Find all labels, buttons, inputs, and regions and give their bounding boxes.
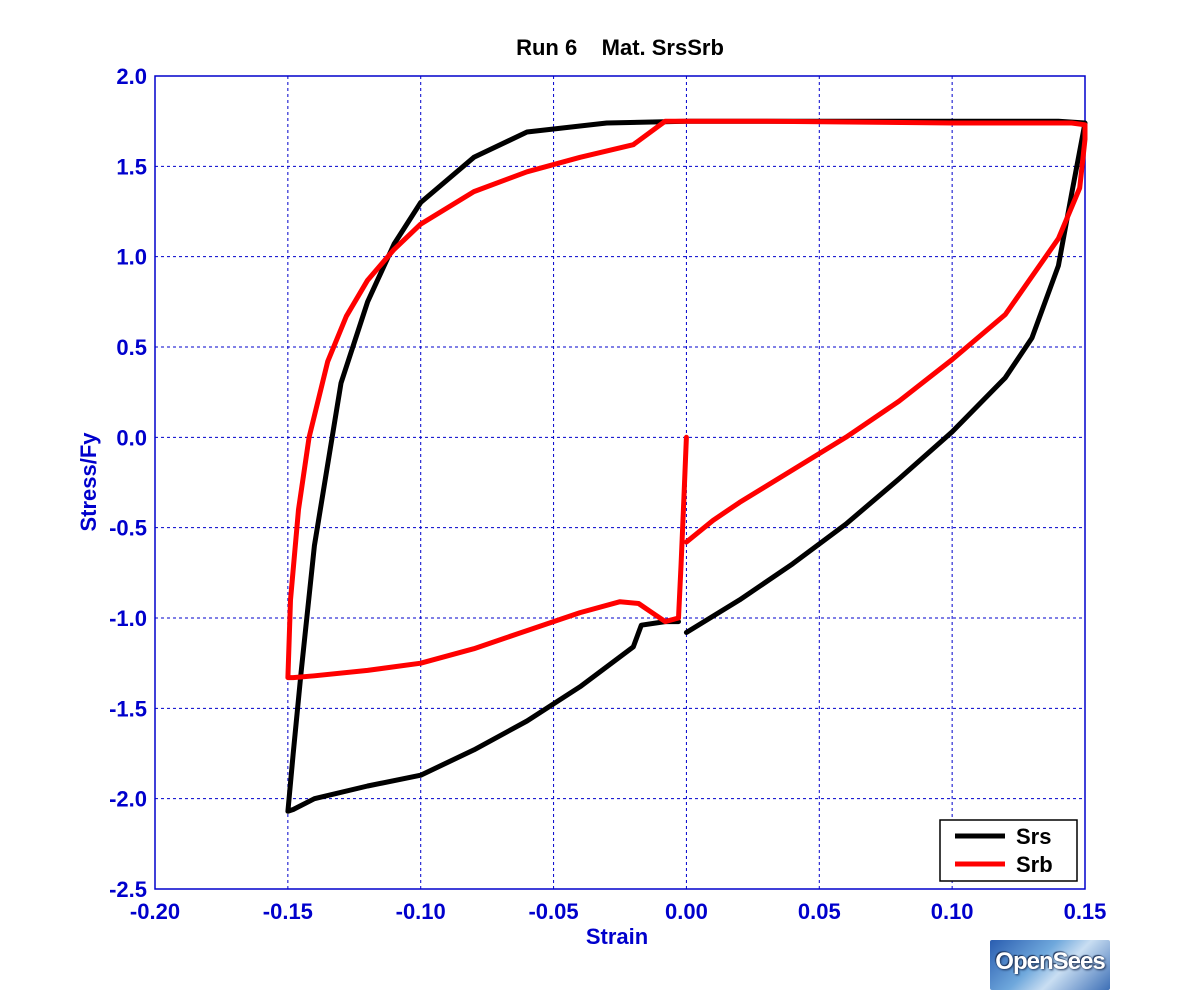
series-line-srb: [285, 118, 1088, 681]
legend-label-srb: Srb: [1016, 852, 1053, 877]
y-tick-label: 0.0: [116, 425, 147, 450]
legend-box: [939, 819, 1078, 882]
y-tick-label: -2.0: [109, 787, 147, 812]
series-group: [285, 118, 1088, 814]
x-tick-label: 0.00: [665, 899, 708, 924]
logo-text: OpenSees: [995, 948, 1105, 975]
x-axis-ticks: -0.20 -0.15 -0.10 -0.05 0.00 0.05 0.10 0.15: [130, 899, 1106, 924]
x-tick-label: -0.15: [263, 899, 313, 924]
x-tick-label: 0.05: [798, 899, 841, 924]
y-tick-label: 1.5: [116, 154, 147, 179]
plot-area: [154, 75, 1086, 890]
grid: [155, 76, 1085, 889]
legend-label-srs: Srs: [1016, 824, 1051, 849]
y-tick-label: -2.5: [109, 877, 147, 902]
x-tick-label: -0.10: [396, 899, 446, 924]
y-tick-label: 2.0: [116, 64, 147, 89]
y-axis-ticks: 2.0 1.5 1.0 0.5 0.0 -0.5 -1.0 -1.5 -2.0 -2.5: [109, 64, 147, 902]
x-tick-label: -0.20: [130, 899, 180, 924]
y-axis-label: Stress/Fy: [76, 432, 101, 532]
y-tick-label: -1.5: [109, 696, 147, 721]
y-tick-label: 0.5: [116, 335, 147, 360]
chart-title: Run 6 Mat. SrsSrb: [516, 35, 724, 60]
y-tick-label: -1.0: [109, 606, 147, 631]
y-tick-label: -0.5: [109, 516, 147, 541]
legend: Srs Srb: [939, 819, 1078, 882]
y-tick-label: 1.0: [116, 245, 147, 270]
x-axis-label: Strain: [586, 924, 648, 949]
x-tick-label: 0.15: [1064, 899, 1107, 924]
series-line-srs: [285, 118, 1088, 814]
x-tick-label: -0.05: [528, 899, 578, 924]
x-tick-label: 0.10: [931, 899, 974, 924]
opensees-logo: OpenSees: [990, 940, 1110, 990]
